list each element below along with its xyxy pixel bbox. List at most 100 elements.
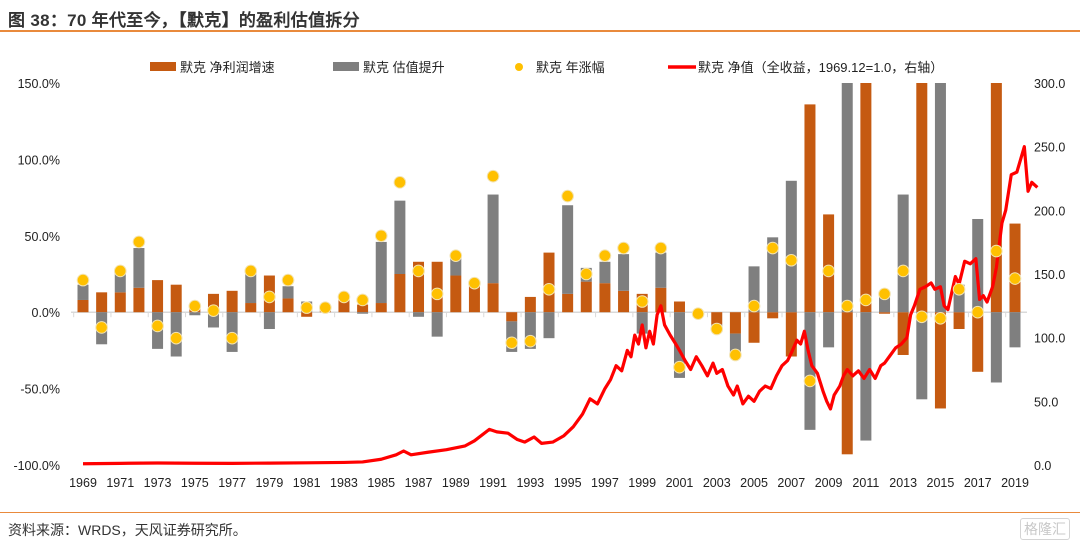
annual-return-dots <box>76 169 1022 388</box>
annual-return-dot <box>747 299 761 313</box>
valuation-bar <box>543 312 555 339</box>
figure-title: 图 38：70 年代至今，【默克】的盈利估值拆分 <box>8 11 360 30</box>
annual-return-dot <box>169 331 183 345</box>
earnings-bar <box>618 290 630 313</box>
earnings-bar <box>77 299 89 313</box>
valuation-bar <box>823 312 835 348</box>
source-note: 资料来源：WRDS，天风证券研究所。 <box>8 522 247 538</box>
y-tick-label-right: 300.0 <box>1034 77 1065 91</box>
footer-divider <box>0 512 1080 513</box>
y-tick-label-left: 50.0% <box>25 230 60 244</box>
earnings-bar <box>823 214 835 313</box>
earnings-bar <box>655 287 667 313</box>
y-tick-label-right: 200.0 <box>1034 204 1065 218</box>
valuation-bar <box>879 296 891 313</box>
earnings-bar <box>133 287 145 313</box>
annual-return-dot <box>971 305 985 319</box>
x-axis: 1969 1971 1973 1975 1977 1979 1981 1983 1985 1987… <box>69 312 1029 490</box>
annual-return-dot <box>244 264 258 278</box>
annual-return-dot <box>542 282 556 296</box>
legend-label: 默克 净值（全收益，1969.12=1.0，右轴） <box>698 60 943 75</box>
valuation-bar <box>431 312 443 337</box>
x-tick-label: 1975 <box>181 476 209 490</box>
x-tick-label: 1971 <box>106 476 134 490</box>
annual-return-dot <box>319 301 332 314</box>
earnings-bar <box>413 261 425 313</box>
valuation-bar <box>413 312 425 317</box>
title-divider <box>0 30 1080 32</box>
earnings-bar <box>207 293 219 313</box>
y-axis-left: 150.0% 100.0% 50.0% 0.0% -50.0% -100.0% <box>13 77 60 473</box>
x-tick-label: 2017 <box>964 476 992 490</box>
annual-return-dot <box>934 312 947 325</box>
legend-label: 默克 年涨幅 <box>536 60 605 75</box>
x-tick-label: 1999 <box>628 476 656 490</box>
valuation-bar <box>77 284 89 300</box>
net-value-line <box>82 145 1039 466</box>
annual-return-dot <box>878 287 891 301</box>
valuation-bar <box>394 200 406 274</box>
valuation-bar <box>655 252 667 288</box>
valuation-bar <box>133 248 145 288</box>
annual-return-dot <box>486 169 500 183</box>
valuation-bar <box>114 272 126 293</box>
earnings-bar <box>357 304 369 313</box>
valuation-bar <box>729 333 741 355</box>
y-tick-label-left: 150.0% <box>18 77 60 91</box>
earnings-bar <box>599 283 611 313</box>
annual-return-dot <box>188 299 202 313</box>
annual-return-dot <box>337 290 351 304</box>
valuation-bar <box>524 312 536 349</box>
x-tick-label: 1987 <box>405 476 433 490</box>
earnings-bar <box>990 83 1002 313</box>
earnings-bar <box>170 284 182 313</box>
earnings-bar <box>506 312 518 322</box>
valuation-bar <box>207 312 219 328</box>
valuation-bar <box>245 269 257 304</box>
earnings-bar <box>301 312 313 317</box>
x-tick-label: 1973 <box>144 476 172 490</box>
earnings-bar <box>580 281 592 313</box>
annual-return-dot <box>654 241 668 255</box>
valuation-bar <box>673 312 685 378</box>
earnings-bar <box>673 301 685 313</box>
x-tick-label: 2003 <box>703 476 731 490</box>
annual-return-dot <box>95 321 108 334</box>
annual-return-dot <box>524 334 537 348</box>
x-tick-label: 2001 <box>666 476 694 490</box>
y-tick-label-right: 100.0 <box>1034 332 1065 346</box>
earnings-bar <box>1009 223 1021 313</box>
earnings-bar <box>748 312 760 343</box>
legend: 默克 净利润增速 默克 估值提升 默克 年涨幅 默克 净值（全收益，1969.12=1… <box>150 60 943 75</box>
annual-return-dot <box>412 264 425 278</box>
earnings-bar <box>245 303 257 313</box>
annual-return-dot <box>561 189 574 203</box>
valuation-bar <box>748 266 760 313</box>
watermark-logo: 格隆汇 <box>1020 518 1070 540</box>
annual-return-dot <box>803 374 817 388</box>
earnings-bar <box>897 312 909 355</box>
annual-return-dot <box>300 301 313 314</box>
annual-return-dot <box>785 253 798 267</box>
valuation-bar <box>282 286 294 299</box>
annual-return-dot <box>76 273 90 287</box>
earnings-bar <box>524 296 536 313</box>
x-tick-label: 1979 <box>255 476 283 490</box>
earnings-bar <box>152 280 164 313</box>
x-tick-label: 1983 <box>330 476 358 490</box>
x-tick-label: 1989 <box>442 476 470 490</box>
earnings-bar <box>338 298 350 313</box>
valuation-bar <box>916 312 928 400</box>
annual-return-dot <box>225 331 239 345</box>
annual-return-dot <box>113 264 127 278</box>
annual-return-dot <box>635 295 649 308</box>
x-tick-label: 1995 <box>554 476 582 490</box>
annual-return-dot <box>579 267 593 281</box>
valuation-bar <box>599 261 611 284</box>
earnings-bar <box>114 292 126 313</box>
earnings-bar <box>468 284 480 313</box>
annual-return-dot <box>766 241 779 255</box>
earnings-bar <box>96 292 108 313</box>
annual-return-dot <box>598 249 612 262</box>
earnings-bar <box>226 290 238 313</box>
